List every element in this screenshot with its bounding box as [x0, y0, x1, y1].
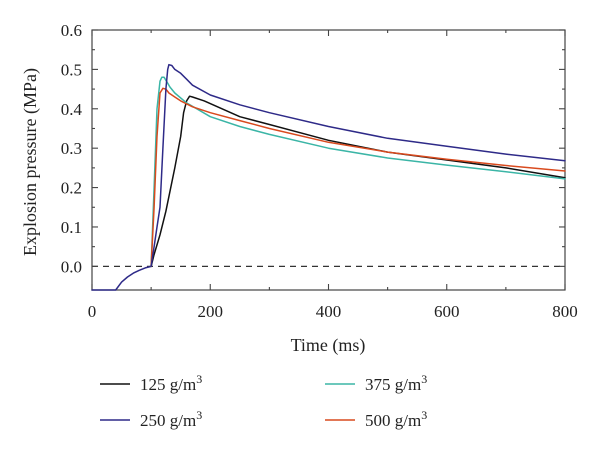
legend-label-3: 375 g/m3: [365, 372, 427, 394]
legend-label-4: 500 g/m3: [365, 408, 427, 430]
y-tick-label: 0.3: [61, 139, 82, 158]
x-axis-title: Time (ms): [291, 335, 366, 356]
y-tick-label: 0.0: [61, 257, 82, 276]
y-tick-label: 0.5: [61, 60, 82, 79]
y-tick-label: 0.1: [61, 218, 82, 237]
legend-label-text: 375 g/m: [365, 375, 421, 394]
y-axis-title: Explosion pressure (MPa): [20, 68, 41, 256]
legend-label-exponent: 3: [196, 408, 202, 422]
legend-label-text: 125 g/m: [140, 375, 196, 394]
series-line-3: [150, 76, 566, 268]
y-tick-label: 0.2: [61, 179, 82, 198]
x-tick-label: 200: [198, 302, 224, 321]
legend-label-exponent: 3: [421, 372, 427, 386]
x-tick-label: 0: [88, 302, 97, 321]
legend-label-text: 500 g/m: [365, 411, 421, 430]
x-tick-label: 400: [316, 302, 342, 321]
x-tick-label: 800: [552, 302, 578, 321]
series-line-1: [150, 95, 566, 268]
legend-label-2: 250 g/m3: [140, 408, 202, 430]
legend-label-1: 125 g/m3: [140, 372, 202, 394]
y-tick-label: 0.6: [61, 21, 82, 40]
pre-ignition-baseline: [91, 265, 152, 291]
series-line-4: [150, 87, 566, 268]
axes: 0 200 400 600 800 0.0 0.1 0.2 0.3 0.4 0.5 0.6: [61, 21, 578, 321]
legend-label-exponent: 3: [196, 372, 202, 386]
series-lines: [91, 63, 566, 291]
legend-label-exponent: 3: [421, 408, 427, 422]
y-tick-label: 0.4: [61, 100, 83, 119]
series-line-2: [150, 63, 566, 268]
legend-label-text: 250 g/m: [140, 411, 196, 430]
x-tick-label: 600: [434, 302, 460, 321]
